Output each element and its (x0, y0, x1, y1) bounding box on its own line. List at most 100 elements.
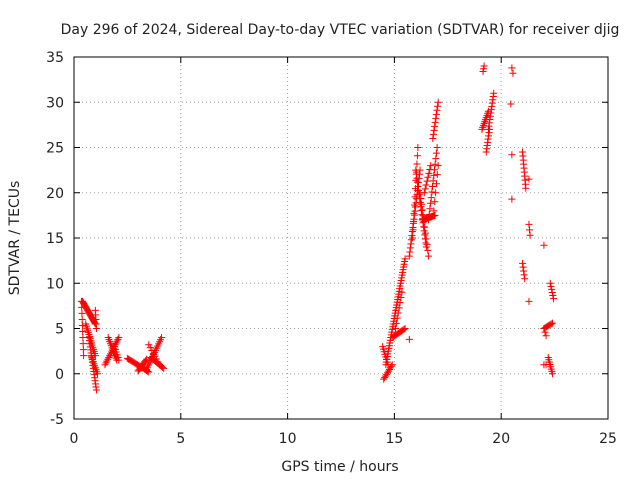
data-point (425, 169, 433, 177)
data-point (427, 194, 435, 202)
data-point (425, 210, 433, 218)
data-point (387, 362, 395, 370)
data-point (148, 346, 156, 354)
data-point (429, 130, 437, 138)
data-point (546, 279, 554, 287)
data-point (407, 236, 415, 244)
data-point (434, 102, 442, 110)
data-point (405, 252, 413, 260)
data-point (430, 171, 438, 179)
data-point (432, 189, 440, 197)
data-point (429, 182, 437, 190)
data-points (77, 62, 558, 394)
data-point (414, 182, 422, 190)
y-tick-label: 0 (55, 367, 64, 383)
y-tick-label: -5 (50, 412, 64, 428)
data-point (519, 259, 527, 267)
data-point (407, 240, 415, 248)
data-point (105, 353, 113, 361)
data-point (525, 220, 533, 228)
y-tick-label: 35 (46, 50, 64, 66)
data-point (480, 62, 488, 70)
data-point (547, 282, 555, 290)
axis-ticks: 0 5 10 15 20 25 -5 0 5 10 15 20 25 30 35 (46, 50, 617, 447)
data-point (152, 355, 160, 363)
data-point (490, 89, 498, 97)
data-point (396, 299, 404, 307)
data-point (400, 325, 408, 333)
data-point (409, 226, 417, 234)
data-point (392, 319, 400, 327)
grid (74, 57, 608, 419)
data-point (508, 195, 516, 203)
data-point (542, 332, 550, 340)
data-point (113, 337, 121, 345)
x-tick-label: 15 (385, 431, 403, 447)
data-point (410, 201, 418, 209)
data-point (540, 241, 548, 249)
y-tick-label: 10 (46, 276, 64, 292)
data-point (424, 173, 432, 181)
data-point (431, 118, 439, 126)
data-point (525, 175, 533, 183)
y-tick-label: 25 (46, 141, 64, 157)
data-point (391, 325, 399, 332)
data-point (431, 198, 439, 206)
data-point (541, 328, 549, 336)
data-point (401, 255, 409, 263)
data-point (422, 181, 430, 189)
data-point (425, 252, 433, 260)
data-point (401, 325, 409, 332)
data-point (422, 235, 430, 243)
data-point (418, 200, 426, 208)
y-tick-label: 15 (46, 231, 64, 247)
data-point (548, 370, 556, 378)
data-point (103, 357, 111, 365)
data-point (417, 207, 425, 215)
x-tick-label: 20 (492, 431, 510, 447)
data-point (424, 246, 432, 254)
data-point (388, 361, 396, 369)
data-point (80, 352, 88, 360)
data-point (104, 355, 112, 363)
data-point (507, 100, 515, 108)
data-point (92, 325, 100, 332)
data-point (397, 293, 405, 301)
data-point (394, 309, 402, 317)
data-point (416, 199, 424, 207)
data-point (433, 144, 441, 151)
data-point (432, 110, 440, 118)
data-point (423, 177, 431, 185)
data-point (79, 328, 87, 336)
data-point (432, 114, 440, 122)
data-point (78, 309, 86, 317)
y-tick-label: 30 (46, 95, 64, 111)
data-point (431, 122, 439, 130)
data-point (413, 152, 421, 160)
data-point (410, 209, 418, 217)
data-point (431, 211, 439, 219)
data-point (434, 162, 442, 170)
data-point (427, 199, 435, 207)
data-point (431, 160, 439, 168)
data-point (78, 315, 86, 323)
data-point (409, 234, 417, 242)
x-tick-label: 10 (279, 431, 297, 447)
y-tick-label: 5 (55, 322, 64, 338)
data-point (91, 319, 99, 327)
data-point (102, 359, 110, 367)
x-axis-label: GPS time / hours (281, 459, 398, 475)
data-point (115, 356, 123, 364)
data-point (410, 218, 418, 226)
data-point (508, 64, 516, 72)
data-point (411, 193, 419, 201)
data-point (433, 106, 441, 114)
data-point (432, 155, 440, 163)
data-point (548, 288, 556, 296)
data-point (540, 325, 548, 332)
data-point (408, 228, 416, 236)
y-tick-label: 20 (46, 186, 64, 202)
data-point (154, 358, 162, 366)
data-point (526, 226, 534, 234)
